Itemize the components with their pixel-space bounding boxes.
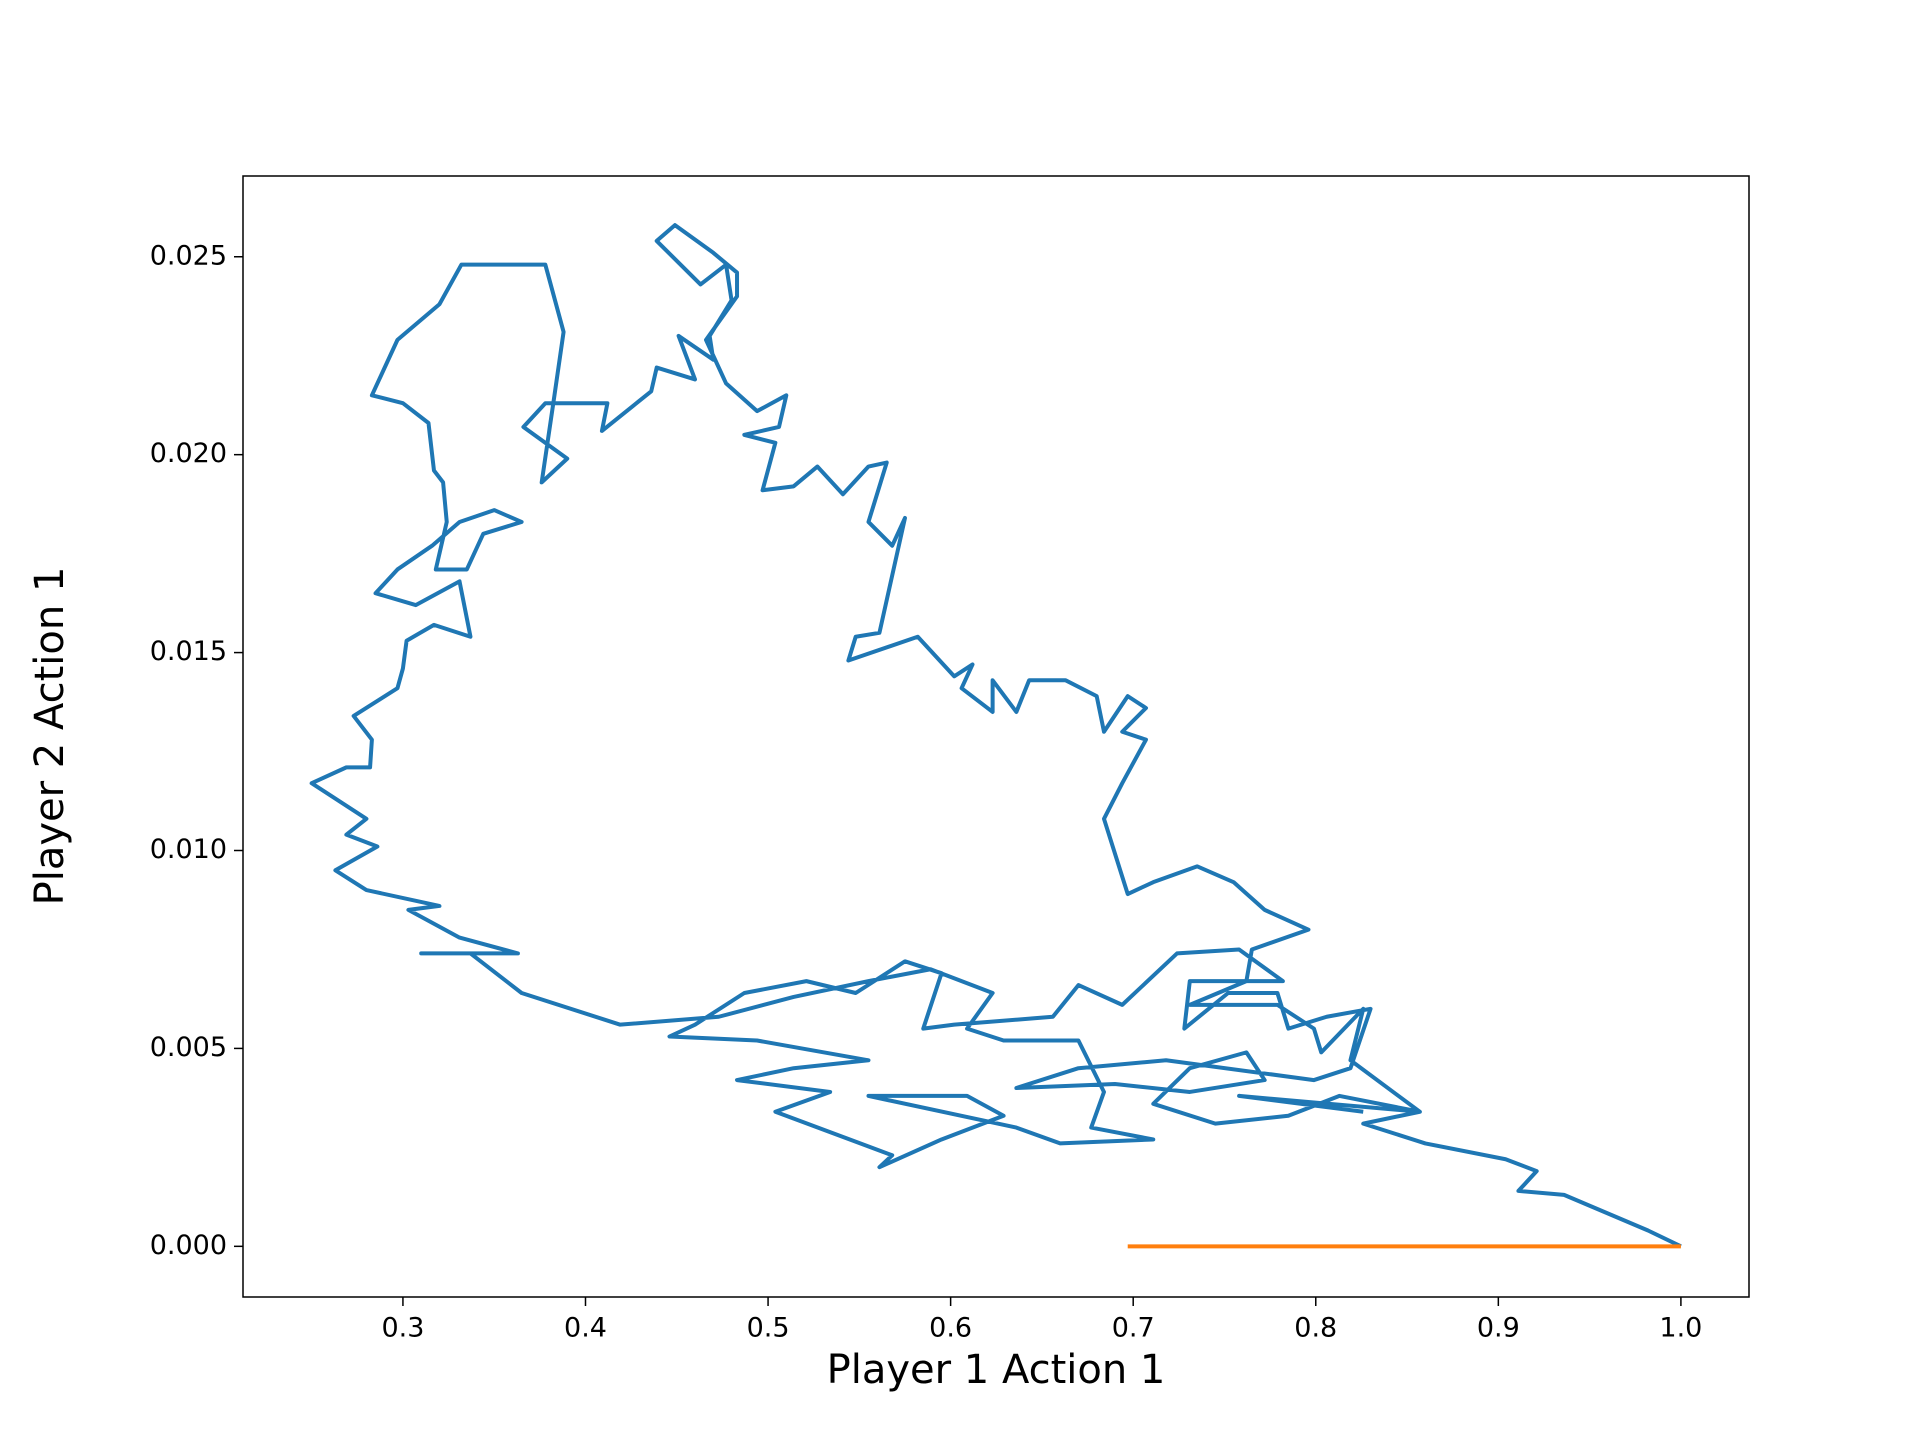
plot-frame <box>242 175 1750 1298</box>
x-tick-label: 0.5 <box>747 1313 790 1344</box>
y-tick-label: 0.005 <box>150 1032 227 1063</box>
x-tick-label: 0.4 <box>564 1313 607 1344</box>
x-tick-label: 1.0 <box>1659 1313 1702 1344</box>
y-tick-label: 0.015 <box>150 636 227 667</box>
y-axis-label: Player 2 Action 1 <box>27 567 73 906</box>
y-tick-label: 0.010 <box>150 834 227 865</box>
y-tick-label: 0.000 <box>150 1230 227 1261</box>
x-tick-label: 0.8 <box>1294 1313 1337 1344</box>
x-tick-label: 0.6 <box>929 1313 972 1344</box>
series-line <box>309 223 1682 1249</box>
x-tick-label: 0.9 <box>1477 1313 1520 1344</box>
x-tick-label: 0.7 <box>1112 1313 1155 1344</box>
x-axis-label: Player 1 Action 1 <box>827 1347 1166 1393</box>
y-tick-label: 0.025 <box>150 240 227 271</box>
y-tick-label: 0.020 <box>150 438 227 469</box>
x-tick-label: 0.3 <box>381 1313 424 1344</box>
